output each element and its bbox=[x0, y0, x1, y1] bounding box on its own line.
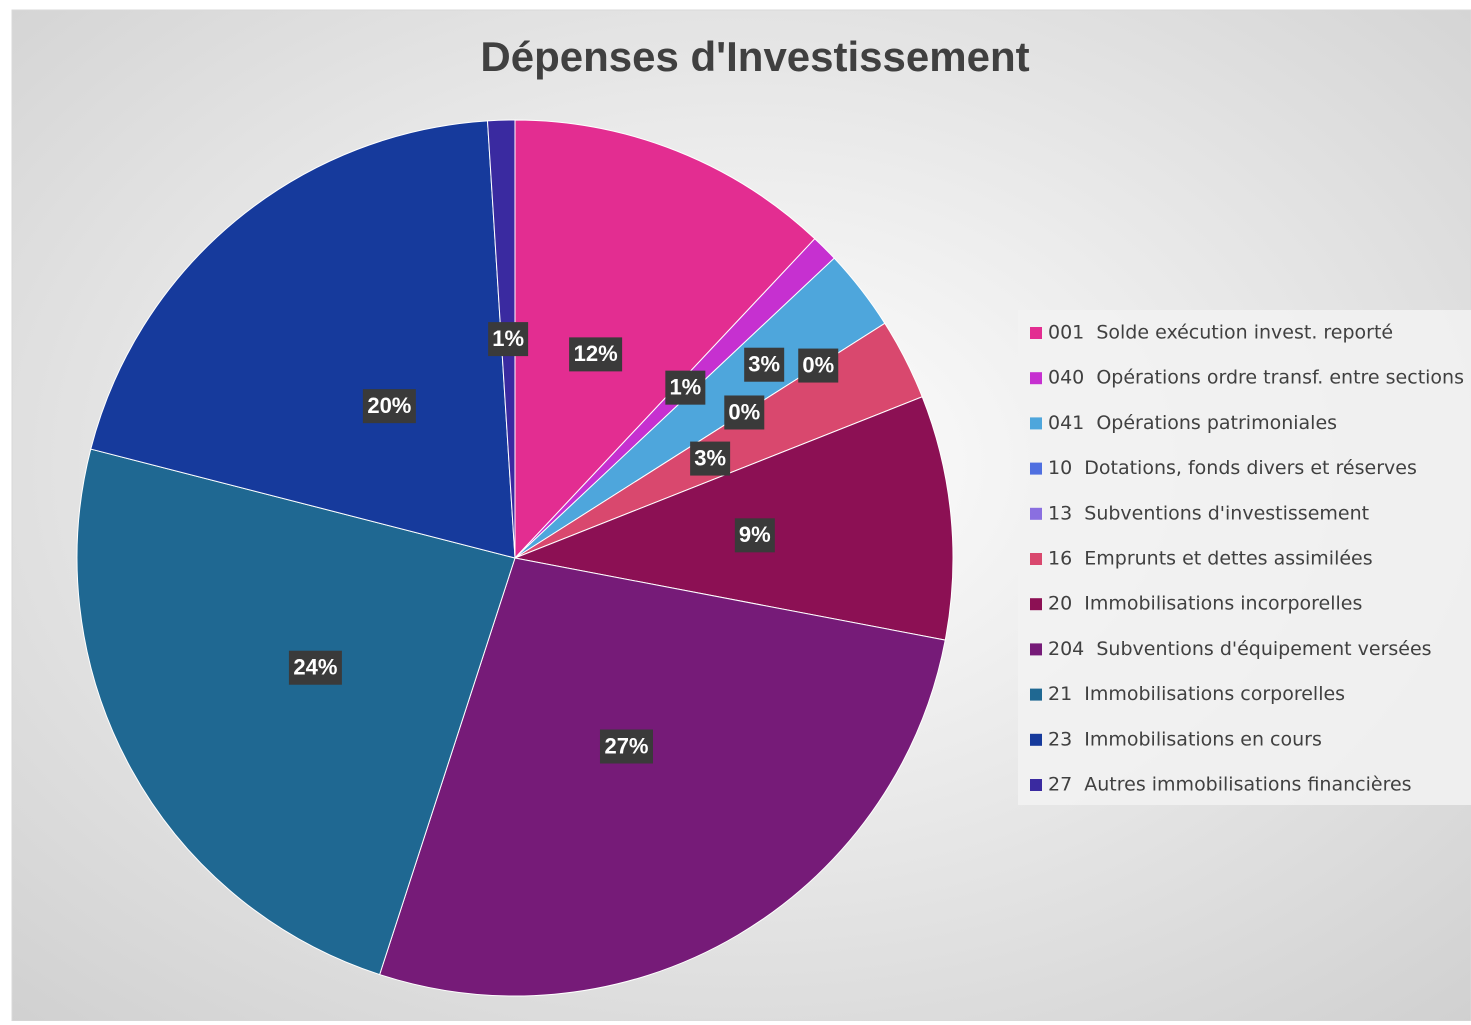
data-label-box bbox=[599, 729, 653, 764]
pie-slice bbox=[76, 448, 516, 976]
legend-label: 041 Opérations patrimoniales bbox=[1048, 412, 1337, 434]
legend-swatch bbox=[1030, 507, 1042, 520]
data-label: 20% bbox=[367, 393, 411, 418]
legend-swatch bbox=[1030, 462, 1042, 475]
pie-slice bbox=[513, 396, 954, 641]
data-label: 9% bbox=[739, 522, 771, 547]
legend-label: 13 Subventions d'investissement bbox=[1048, 502, 1369, 524]
data-label: 1% bbox=[492, 326, 524, 351]
pie-slice bbox=[90, 120, 516, 559]
data-label: 12% bbox=[574, 341, 618, 366]
legend-swatch bbox=[1030, 643, 1042, 656]
data-label: 3% bbox=[694, 445, 726, 470]
data-label-box bbox=[798, 348, 839, 383]
legend-label: 040 Opérations ordre transf. entre secti… bbox=[1048, 367, 1464, 389]
legend-swatch bbox=[1030, 688, 1042, 701]
legend-label: 16 Emprunts et dettes assimilées bbox=[1048, 548, 1373, 570]
data-label-box bbox=[690, 441, 731, 476]
data-label-box bbox=[744, 347, 785, 382]
legend-label: 204 Subventions d'équipement versées bbox=[1048, 638, 1432, 660]
data-label: 27% bbox=[604, 733, 648, 758]
data-label-box bbox=[569, 337, 623, 372]
legend-swatch bbox=[1030, 598, 1042, 611]
data-label-box bbox=[724, 395, 765, 430]
legend-label: 20 Immobilisations incorporelles bbox=[1048, 593, 1362, 615]
data-label-box bbox=[288, 650, 342, 685]
data-label: 0% bbox=[802, 352, 834, 377]
legend-box bbox=[1018, 310, 1471, 805]
data-label-box bbox=[362, 389, 416, 424]
legend-swatch bbox=[1030, 553, 1042, 565]
legend-label: 23 Immobilisations en cours bbox=[1048, 728, 1322, 750]
legend-swatch bbox=[1030, 372, 1042, 385]
chart-title: Dépenses d'Investissement bbox=[480, 33, 1029, 80]
data-label-box bbox=[734, 518, 775, 553]
data-label: 1% bbox=[669, 374, 701, 399]
legend-swatch bbox=[1030, 327, 1042, 339]
pie-slice bbox=[514, 119, 816, 560]
legend-swatch bbox=[1030, 417, 1042, 430]
data-label: 0% bbox=[728, 399, 760, 424]
legend-label: 001 Solde exécution invest. reporté bbox=[1048, 322, 1393, 344]
legend-swatch bbox=[1030, 733, 1042, 746]
legend-label: 10 Dotations, fonds divers et réserves bbox=[1048, 457, 1417, 479]
data-label: 24% bbox=[293, 655, 337, 680]
legend-label: 27 Autres immobilisations financières bbox=[1048, 774, 1412, 796]
data-label: 3% bbox=[748, 352, 780, 377]
data-label-box bbox=[665, 370, 706, 405]
legend-label: 21 Immobilisations corporelles bbox=[1048, 683, 1345, 705]
legend-swatch bbox=[1030, 779, 1042, 791]
pie-slice bbox=[379, 557, 946, 997]
data-label-box bbox=[488, 322, 529, 357]
